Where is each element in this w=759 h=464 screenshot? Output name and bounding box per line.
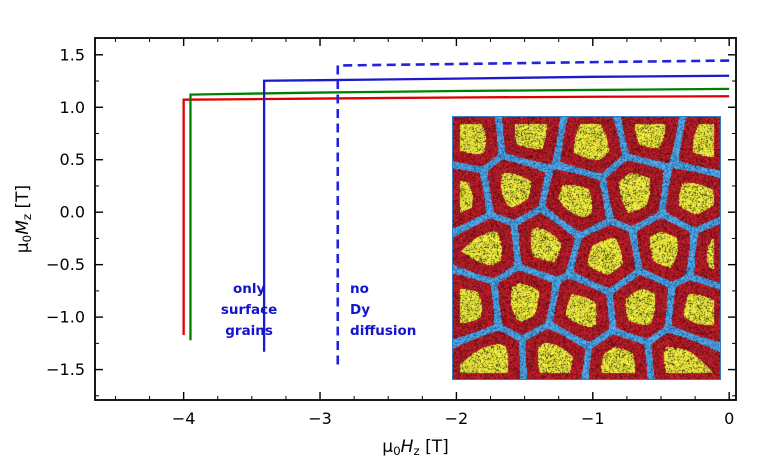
- x-tick-label: 0: [724, 409, 734, 428]
- y-tick-label: 0.0: [60, 203, 85, 222]
- y-tick-label: 1.5: [60, 45, 85, 64]
- y-tick-label: −0.5: [46, 255, 85, 274]
- series-only-surface-grains-curve: [262, 74, 730, 352]
- microstructure-inset: [452, 115, 722, 380]
- y-tick-label: 0.5: [60, 150, 85, 169]
- annotation-text: no: [350, 281, 369, 297]
- annotation-text: grains: [225, 323, 273, 339]
- x-axis-label: μ0Hz [T]: [382, 437, 449, 458]
- annotation-text: only: [233, 281, 266, 297]
- series-no-dy-diffusion-curve: [336, 59, 730, 367]
- series-reference-curve-green: [189, 87, 730, 341]
- series-reference-curve-red: [182, 95, 730, 335]
- annotation-text: diffusion: [350, 323, 416, 339]
- y-tick-label: −1.0: [46, 308, 85, 327]
- x-tick-label: −4: [172, 409, 196, 428]
- axes-frame: [94, 37, 737, 401]
- y-axis-label: μ0Mz [T]: [13, 185, 34, 253]
- x-tick-label: −3: [308, 409, 332, 428]
- x-tick-label: −1: [581, 409, 605, 428]
- x-tick-label: −2: [445, 409, 469, 428]
- annotation-text: Dy: [350, 302, 370, 318]
- annotation-text: surface: [221, 302, 277, 318]
- y-tick-label: −1.5: [46, 360, 85, 379]
- y-tick-label: 1.0: [60, 98, 85, 117]
